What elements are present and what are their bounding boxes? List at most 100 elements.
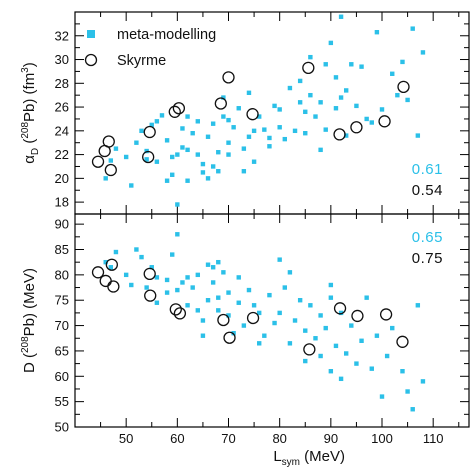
x-tick-label: 50 xyxy=(119,431,133,446)
meta-modelling-point xyxy=(338,310,344,316)
meta-modelling-point xyxy=(303,328,308,333)
meta-modelling-point xyxy=(343,88,349,93)
meta-modelling-point xyxy=(216,308,221,313)
meta-modelling-point xyxy=(287,341,293,346)
meta-modelling-point xyxy=(318,313,323,318)
meta-modelling-point xyxy=(318,100,323,105)
meta-modelling-point xyxy=(205,134,211,139)
meta-modelling-point xyxy=(221,270,226,275)
meta-modelling-point xyxy=(246,90,252,95)
meta-modelling-point xyxy=(267,144,272,149)
y-tick-label: 30 xyxy=(55,52,69,67)
meta-modelling-point xyxy=(210,280,216,285)
y-tick-label: 90 xyxy=(55,217,69,232)
meta-modelling-point xyxy=(251,159,257,164)
skyrme-point xyxy=(172,102,186,115)
panel-alpha-d: 18 20 22 24 26 28 30 32 αD (208Pb) (fm3) 0.61 0.54 xyxy=(20,11,470,215)
y-axis-label: αD (208Pb) (fm3) xyxy=(20,62,41,164)
meta-modelling-point xyxy=(297,298,303,303)
x-tick-label: 110 xyxy=(423,431,444,446)
meta-modelling-point xyxy=(257,341,262,346)
meta-modelling-point xyxy=(262,127,267,132)
x-axis-label: Lsym (MeV) xyxy=(273,448,345,468)
skyrme-point xyxy=(217,313,230,327)
meta-modelling-point xyxy=(221,95,226,100)
meta-modelling-point xyxy=(287,85,293,91)
skyrme-point xyxy=(107,280,120,293)
meta-modelling-point xyxy=(185,178,190,183)
meta-modelling-point xyxy=(190,131,195,136)
meta-modelling-point xyxy=(251,128,257,134)
meta-modelling-point xyxy=(175,202,180,207)
meta-modelling-point xyxy=(180,280,185,285)
skyrme-point xyxy=(105,258,118,271)
correlation-meta: 0.61 xyxy=(412,161,443,178)
y-tick-label: 80 xyxy=(55,267,69,282)
meta-modelling-point xyxy=(308,54,313,60)
meta-modelling-point xyxy=(277,310,282,316)
meta-modelling-point xyxy=(384,353,390,359)
meta-modelling-point xyxy=(154,300,160,305)
y-tick-label: 65 xyxy=(55,343,69,358)
skyrme-point xyxy=(144,289,157,302)
meta-modelling-point xyxy=(195,272,201,278)
meta-modelling-point xyxy=(308,303,313,308)
meta-modelling-point xyxy=(400,369,405,374)
meta-modelling-point xyxy=(195,152,201,157)
meta-modelling-point xyxy=(154,275,160,280)
meta-modelling-point xyxy=(338,14,344,19)
y-tick-label: 55 xyxy=(55,394,69,409)
meta-modelling-point xyxy=(297,78,303,84)
meta-modelling-point xyxy=(216,259,221,265)
meta-modelling-point xyxy=(282,136,287,142)
skyrme-point xyxy=(396,335,409,348)
meta-modelling-point xyxy=(303,131,308,136)
meta-modelling-point xyxy=(287,270,293,275)
meta-modelling-point xyxy=(420,50,426,55)
meta-modelling-point xyxy=(236,275,241,280)
meta-modelling-point xyxy=(364,116,369,122)
meta-modelling-point xyxy=(216,295,221,300)
skyrme-point xyxy=(397,80,410,94)
meta-modelling-point xyxy=(390,71,395,76)
meta-modelling-point xyxy=(343,133,349,138)
meta-modelling-point xyxy=(175,287,180,293)
meta-modelling-point xyxy=(246,134,252,139)
meta-modelling-point xyxy=(379,107,385,112)
meta-modelling-point xyxy=(369,120,374,125)
y-tick-label: 26 xyxy=(55,100,69,115)
meta-modelling-point xyxy=(139,128,144,134)
skyrme-point xyxy=(378,115,391,128)
meta-modelling-point xyxy=(154,159,160,164)
meta-modelling-point xyxy=(349,62,354,67)
skyrme-point xyxy=(214,97,227,110)
skyrme-point xyxy=(351,309,364,323)
y-tick-label: 22 xyxy=(55,147,69,162)
y-tick-label: 28 xyxy=(55,76,69,91)
meta-modelling-point xyxy=(210,121,216,126)
meta-modelling-point xyxy=(175,152,180,157)
meta-modelling-point xyxy=(267,292,272,298)
meta-modelling-point xyxy=(328,295,334,300)
meta-modelling-point xyxy=(226,313,231,318)
meta-modelling-point xyxy=(170,172,175,177)
meta-modelling-point xyxy=(205,298,211,303)
meta-modelling-point xyxy=(103,259,108,265)
meta-modelling-point xyxy=(200,333,206,338)
meta-modelling-point xyxy=(405,97,410,103)
x-tick-label: 70 xyxy=(221,431,235,446)
meta-modelling-point xyxy=(226,140,231,145)
meta-modelling-point xyxy=(185,303,190,308)
meta-modelling-point xyxy=(170,154,175,160)
meta-modelling-point xyxy=(318,147,323,153)
meta-modelling-point xyxy=(292,128,298,134)
skyrme-point xyxy=(169,303,182,316)
meta-modelling-point xyxy=(354,103,359,109)
legend-skyrme-marker xyxy=(84,53,98,67)
meta-modelling-point xyxy=(282,285,287,290)
y-tick-label: 75 xyxy=(55,293,69,308)
meta-modelling-point xyxy=(185,147,190,153)
meta-modelling-point xyxy=(292,318,298,323)
y-tick-label: 24 xyxy=(55,123,69,138)
meta-modelling-point xyxy=(103,176,108,181)
